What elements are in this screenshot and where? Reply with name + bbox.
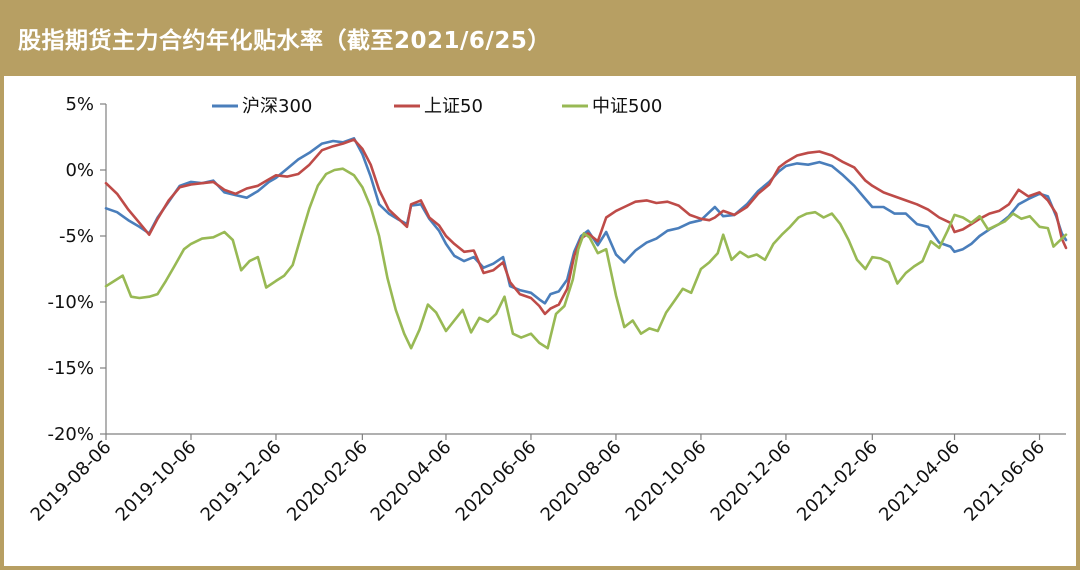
series-line-1 bbox=[104, 137, 1068, 305]
title-bar: 股指期货主力合约年化贴水率（截至2021/6/25） bbox=[0, 0, 1080, 76]
legend-label-3: 中证500 bbox=[592, 96, 662, 117]
y-tick-label: 0% bbox=[65, 160, 94, 181]
legend-label-2: 上证50 bbox=[424, 96, 483, 117]
x-tick-label: 2020-10-06 bbox=[622, 437, 711, 526]
x-tick-label: 2020-08-06 bbox=[537, 437, 626, 526]
x-tick-label: 2019-10-06 bbox=[112, 437, 201, 526]
x-tick-label: 2020-02-06 bbox=[283, 437, 372, 526]
y-tick-label: -5% bbox=[59, 226, 94, 247]
y-tick-label: -20% bbox=[47, 424, 94, 445]
x-tick-label: 2019-12-06 bbox=[197, 437, 286, 526]
chart-title: 股指期货主力合约年化贴水率（截至2021/6/25） bbox=[18, 28, 551, 54]
y-tick-label: -10% bbox=[47, 292, 94, 313]
y-tick-label: -15% bbox=[47, 358, 94, 379]
x-tick-label: 2019-08-06 bbox=[27, 437, 116, 526]
series-line-3 bbox=[104, 167, 1068, 350]
series-line-2 bbox=[104, 138, 1068, 316]
legend-label-1: 沪深300 bbox=[242, 96, 312, 117]
x-tick-label: 2020-12-06 bbox=[707, 437, 796, 526]
x-tick-label: 2021-04-06 bbox=[875, 437, 964, 526]
x-tick-label: 2020-04-06 bbox=[367, 437, 456, 526]
plot-panel: 5% 0% -5% -10% -15% -20% 2019-08-06 2019-10-06 2… bbox=[4, 76, 1076, 566]
x-tick-label: 2020-06-06 bbox=[452, 437, 541, 526]
line-chart: 5%0%-5%-10%-15%-20%2019-08-062019-10-062… bbox=[27, 94, 1068, 526]
x-tick-label: 2021-02-06 bbox=[793, 437, 882, 526]
y-tick-label: 5% bbox=[65, 94, 94, 115]
x-tick-label: 2021-06-06 bbox=[960, 437, 1049, 526]
